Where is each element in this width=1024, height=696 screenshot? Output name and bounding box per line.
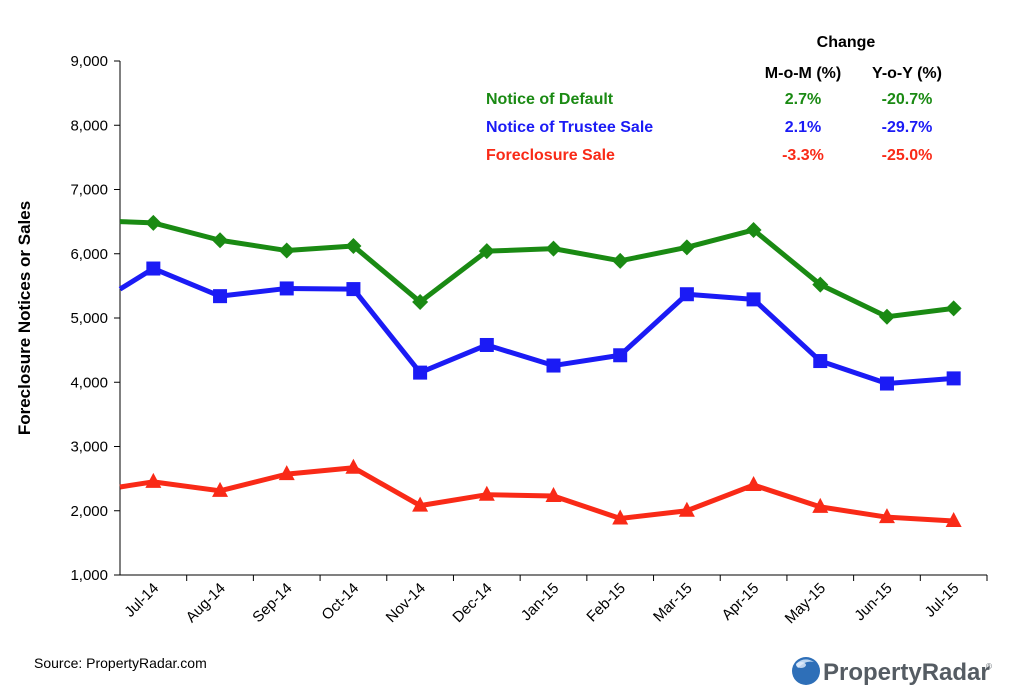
x-tick-label: Sep-14 [249,580,295,626]
x-ticks: Jul-14 Aug-14 Sep-14 Oct-14 Nov-14 Dec-14 Jan-… [121,575,988,627]
data-point [678,239,695,256]
y-axis-label: Foreclosure Notices or Sales [15,201,34,435]
data-point [212,232,229,249]
data-point [813,354,828,369]
series-line-notice-of-trustee-sale [118,266,954,387]
x-tick-label: Apr-15 [719,580,763,624]
x-tick-label: Feb-15 [583,580,629,626]
legend-yoy-value: -25.0% [882,147,933,164]
x-tick-label: Jul-14 [121,580,162,621]
legend-change-header: Change [817,34,876,51]
data-point [345,458,362,474]
x-tick-label: Mar-15 [650,580,696,626]
data-point [613,348,628,363]
data-point [478,485,495,501]
data-point [679,287,694,302]
y-tick-label: 6,000 [70,246,108,263]
data-point [678,501,695,517]
data-point [279,281,294,296]
data-point [878,508,895,524]
source-text: Source: PropertyRadar.com [34,655,207,671]
data-point [413,365,428,380]
data-point [145,472,162,488]
data-point [946,371,961,386]
legend-yoy-value: -20.7% [882,91,933,108]
data-point [545,240,562,257]
data-point [546,358,561,373]
x-tick-label: Oct-14 [318,580,362,624]
x-tick-label: Jul-15 [922,580,963,621]
data-point [278,242,295,259]
x-tick-label: Jun-15 [851,580,895,624]
data-point [145,214,162,231]
series-lines [118,214,962,528]
data-point [812,497,829,513]
legend-mom-header: M-o-M (%) [765,65,841,82]
globe-shine [796,662,806,668]
series-line-notice-of-default [119,219,954,320]
data-point [479,337,494,352]
data-point [745,221,762,238]
data-point [412,496,429,512]
propertyradar-logo: PropertyRadar ® [792,657,992,686]
x-tick-label: Nov-14 [383,580,429,626]
data-point [878,308,895,325]
data-point [612,252,629,269]
series-line-foreclosure-sale [119,465,954,524]
y-tick-label: 9,000 [70,53,108,70]
data-point [278,465,295,481]
data-point [812,276,829,293]
logo-text: PropertyRadar [823,659,990,686]
data-point [412,293,429,310]
data-point [346,282,361,297]
y-tick-label: 5,000 [70,310,108,327]
legend-yoy-value: -29.7% [882,119,933,136]
y-tick-label: 7,000 [70,182,108,199]
x-tick-label: Dec-14 [449,580,495,626]
data-point [478,243,495,260]
legend-mom-value: 2.7% [785,91,821,108]
legend: Change M-o-M (%) Y-o-Y (%) Notice of Def… [486,34,942,164]
legend-series-name: Notice of Default [486,91,614,108]
data-point [879,376,894,391]
legend-yoy-header: Y-o-Y (%) [872,65,942,82]
y-tick-label: 3,000 [70,439,108,456]
y-tick-label: 4,000 [70,374,108,391]
data-point [213,289,228,304]
legend-mom-value: -3.3% [782,147,824,164]
data-point [746,292,761,307]
logo-registered: ® [986,662,992,671]
y-tick-label: 8,000 [70,117,108,134]
legend-series-name: Notice of Trustee Sale [486,119,653,136]
series-foreclosure-sale [119,458,962,528]
data-point [612,509,629,525]
data-point [745,476,762,492]
data-point [945,512,962,528]
x-tick-label: Jan-15 [518,580,562,624]
series-notice-of-default [119,214,962,325]
series-notice-of-trustee-sale [118,261,961,391]
legend-mom-value: 2.1% [785,119,821,136]
y-tick-label: 2,000 [70,503,108,520]
data-point [146,261,161,276]
data-point [545,486,562,502]
x-tick-label: Aug-14 [183,580,229,626]
globe-highlight [796,659,814,668]
data-point [212,481,229,497]
y-tick-label: 1,000 [70,567,108,584]
y-ticks: 1,000 2,000 3,000 4,000 5,000 6,000 7,000 8,000… [70,53,120,584]
data-point [345,238,362,255]
data-point [945,300,962,317]
x-tick-label: May-15 [782,580,829,627]
legend-series-name: Foreclosure Sale [486,147,615,164]
